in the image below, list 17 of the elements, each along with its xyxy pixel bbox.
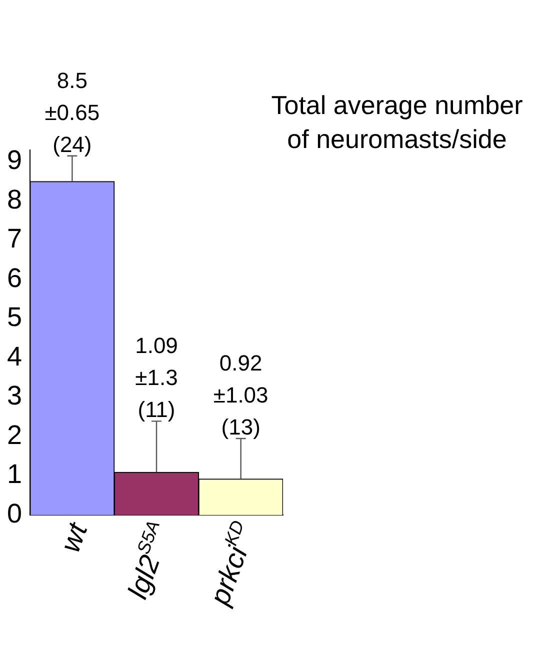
text: Total average number of neuromasts/side	[270, 89, 524, 156]
data-label: 1.09 ±1.3 (11)	[135, 333, 178, 422]
y-tick-label: 2	[6, 420, 22, 450]
y-tick-label: 1	[6, 459, 22, 490]
x-tick-label: wt	[54, 518, 94, 556]
y-tick-label: 9	[6, 145, 22, 176]
data-label: 8.5 ±0.65 (24)	[44, 68, 100, 157]
x-tick-label: prkciKD	[204, 518, 254, 610]
y-tick-label: 6	[6, 262, 22, 293]
y-tick-label: 5	[6, 302, 22, 332]
x-tick-label: lgl2S5A	[122, 518, 166, 603]
y-tick-label: 7	[6, 224, 22, 254]
y-tick-label: 3	[6, 380, 22, 411]
y-tick-label: 8	[6, 184, 22, 214]
y-tick-label: 0	[6, 498, 22, 528]
data-label: 0.92 ±1.03 (13)	[213, 350, 268, 440]
y-tick-label: 4	[6, 341, 22, 372]
